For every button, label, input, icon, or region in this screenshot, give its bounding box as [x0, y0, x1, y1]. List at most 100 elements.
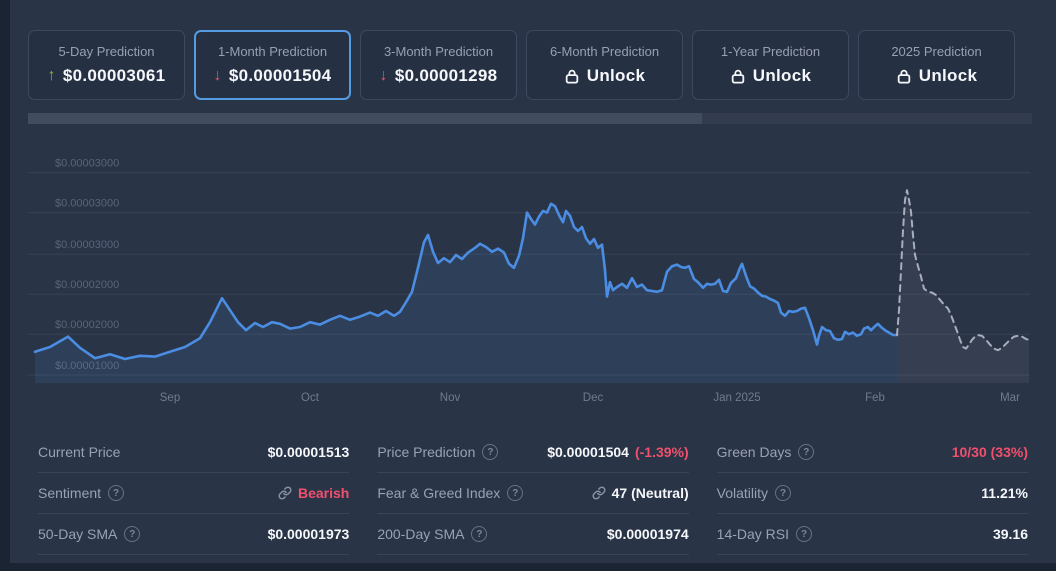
svg-text:Oct: Oct: [301, 392, 320, 404]
down-arrow-icon: ↓: [213, 67, 222, 84]
link-icon: [592, 486, 606, 500]
svg-text:$0.00002000: $0.00002000: [55, 279, 119, 291]
stat-label-text: Current Price: [38, 444, 121, 460]
lock-icon: [564, 68, 580, 84]
svg-text:Mar: Mar: [1000, 392, 1020, 404]
prediction-page: 5-Day Prediction ↑ $0.00003061 1-Month Pred…: [10, 0, 1056, 563]
stat-label: 200-Day SMA?: [377, 526, 488, 542]
stat-value: 39.16: [993, 526, 1028, 542]
stat-value-text: 39.16: [992, 526, 1028, 542]
stat-cell: 14-Day RSI? 39.16: [716, 514, 1028, 555]
stat-label: Green Days?: [717, 444, 815, 460]
stat-label-text: Sentiment: [38, 485, 102, 501]
prediction-value-text: Unlock: [918, 66, 978, 85]
stat-label: 50-Day SMA?: [38, 526, 141, 542]
svg-text:Feb: Feb: [865, 392, 885, 404]
stat-value-text: $0.00001973: [267, 526, 350, 542]
help-icon[interactable]: ?: [108, 485, 125, 501]
help-icon[interactable]: ?: [507, 485, 524, 501]
prediction-card-value: ↓ $0.00001504: [214, 66, 332, 86]
stat-cell: Sentiment? Bearish: [38, 473, 350, 514]
help-icon[interactable]: ?: [775, 485, 792, 501]
prediction-card-5[interactable]: 1-Year Prediction Unlock: [692, 30, 849, 100]
prediction-value-text: Unlock: [752, 66, 812, 85]
stat-value-change: (-1.39%): [634, 444, 689, 460]
prediction-card-value: ↑ $0.00003061: [48, 66, 166, 86]
prediction-value-text: $0.00001298: [394, 66, 498, 85]
prediction-card-label: 5-Day Prediction: [58, 44, 155, 59]
stat-label-text: 50-Day SMA: [38, 526, 118, 542]
cards-scrollbar-thumb[interactable]: [28, 113, 702, 124]
stat-cell: Fear & Greed Index? 47 (Neutral): [377, 473, 689, 514]
prediction-card-label: 1-Month Prediction: [217, 44, 328, 59]
stat-label: Price Prediction?: [377, 444, 499, 460]
stat-value: 10/30 (33%): [952, 444, 1028, 460]
stat-cell: Green Days? 10/30 (33%): [716, 432, 1028, 473]
prediction-value-text: Unlock: [586, 66, 646, 85]
up-arrow-icon: ↑: [47, 67, 56, 84]
stat-label: Current Price: [38, 444, 120, 460]
stat-value[interactable]: Bearish: [278, 485, 349, 501]
stat-value: 11.21%: [981, 485, 1028, 501]
stat-label: Fear & Greed Index?: [377, 485, 524, 501]
lock-icon: [896, 68, 912, 84]
svg-text:Jan 2025: Jan 2025: [713, 392, 760, 404]
prediction-card-value: ↓ $0.00001298: [380, 66, 498, 86]
stat-value-text: 10/30 (33%): [951, 444, 1028, 460]
prediction-value-text: $0.00001504: [228, 66, 332, 85]
stat-label-text: 14-Day RSI: [716, 526, 790, 542]
prediction-value-text: $0.00003061: [62, 66, 166, 85]
prediction-card-label: 1-Year Prediction: [720, 44, 821, 59]
prediction-card-value: Unlock: [564, 66, 645, 86]
stat-value: $0.00001513: [268, 444, 350, 460]
stat-cell: Current Price $0.00001513: [38, 432, 350, 473]
stat-value-text: $0.00001504: [547, 444, 629, 460]
stat-value-text: $0.00001974: [606, 526, 689, 542]
svg-text:$0.00002000: $0.00002000: [55, 319, 119, 331]
prediction-card-6[interactable]: 2025 Prediction Unlock: [858, 30, 1015, 100]
prediction-card-label: 6-Month Prediction: [549, 44, 660, 59]
svg-text:Nov: Nov: [440, 392, 461, 404]
prediction-cards: 5-Day Prediction ↑ $0.00003061 1-Month Pred…: [28, 30, 1015, 100]
prediction-card-2[interactable]: 1-Month Prediction ↓ $0.00001504: [194, 30, 351, 100]
stat-value-text: 47 (Neutral): [611, 485, 689, 501]
help-icon[interactable]: ?: [796, 526, 813, 542]
stats-table: Current Price $0.00001513 Price Prediction…: [38, 432, 1028, 555]
stat-label-text: 200-Day SMA: [377, 526, 465, 542]
stat-label-text: Green Days: [716, 444, 792, 460]
cards-scrollbar-track[interactable]: [28, 113, 1032, 124]
stat-cell: Price Prediction? $0.00001504 (-1.39%): [377, 432, 689, 473]
help-icon[interactable]: ?: [124, 526, 141, 542]
stat-cell: 200-Day SMA? $0.00001974: [377, 514, 689, 555]
stat-value: $0.00001504 (-1.39%): [547, 444, 688, 460]
stat-value-text: $0.00001513: [267, 444, 350, 460]
help-icon[interactable]: ?: [482, 444, 499, 460]
svg-text:Sep: Sep: [160, 392, 180, 404]
svg-text:$0.00003000: $0.00003000: [55, 158, 119, 170]
svg-text:$0.00003000: $0.00003000: [55, 239, 119, 251]
price-chart-svg[interactable]: $0.00003000 $0.00003000 $0.00003000 $0.0000…: [28, 150, 1040, 405]
svg-text:$0.00003000: $0.00003000: [55, 198, 119, 210]
prediction-card-label: 3-Month Prediction: [383, 44, 494, 59]
stat-label-text: Volatility: [716, 485, 769, 501]
prediction-card-value: Unlock: [730, 66, 811, 86]
help-icon[interactable]: ?: [471, 526, 488, 542]
prediction-card-label: 2025 Prediction: [891, 44, 982, 59]
price-chart[interactable]: $0.00003000 $0.00003000 $0.00003000 $0.0000…: [28, 150, 1040, 405]
prediction-card-4[interactable]: 6-Month Prediction Unlock: [526, 30, 683, 100]
help-icon[interactable]: ?: [798, 444, 815, 460]
stat-value-text: 11.21%: [981, 485, 1028, 501]
stat-value[interactable]: 47 (Neutral): [592, 485, 689, 501]
stat-label: Volatility?: [716, 485, 792, 501]
stat-label: Sentiment?: [38, 485, 125, 501]
prediction-card-3[interactable]: 3-Month Prediction ↓ $0.00001298: [360, 30, 517, 100]
svg-text:$0.00001000: $0.00001000: [55, 360, 119, 372]
stat-value-text: Bearish: [297, 485, 350, 501]
down-arrow-icon: ↓: [379, 67, 388, 84]
prediction-card-value: Unlock: [896, 66, 977, 86]
stat-cell: Volatility? 11.21%: [716, 473, 1028, 514]
svg-text:Dec: Dec: [583, 392, 604, 404]
prediction-card-1[interactable]: 5-Day Prediction ↑ $0.00003061: [28, 30, 185, 100]
stat-label-text: Fear & Greed Index: [377, 485, 501, 501]
lock-icon: [730, 68, 746, 84]
